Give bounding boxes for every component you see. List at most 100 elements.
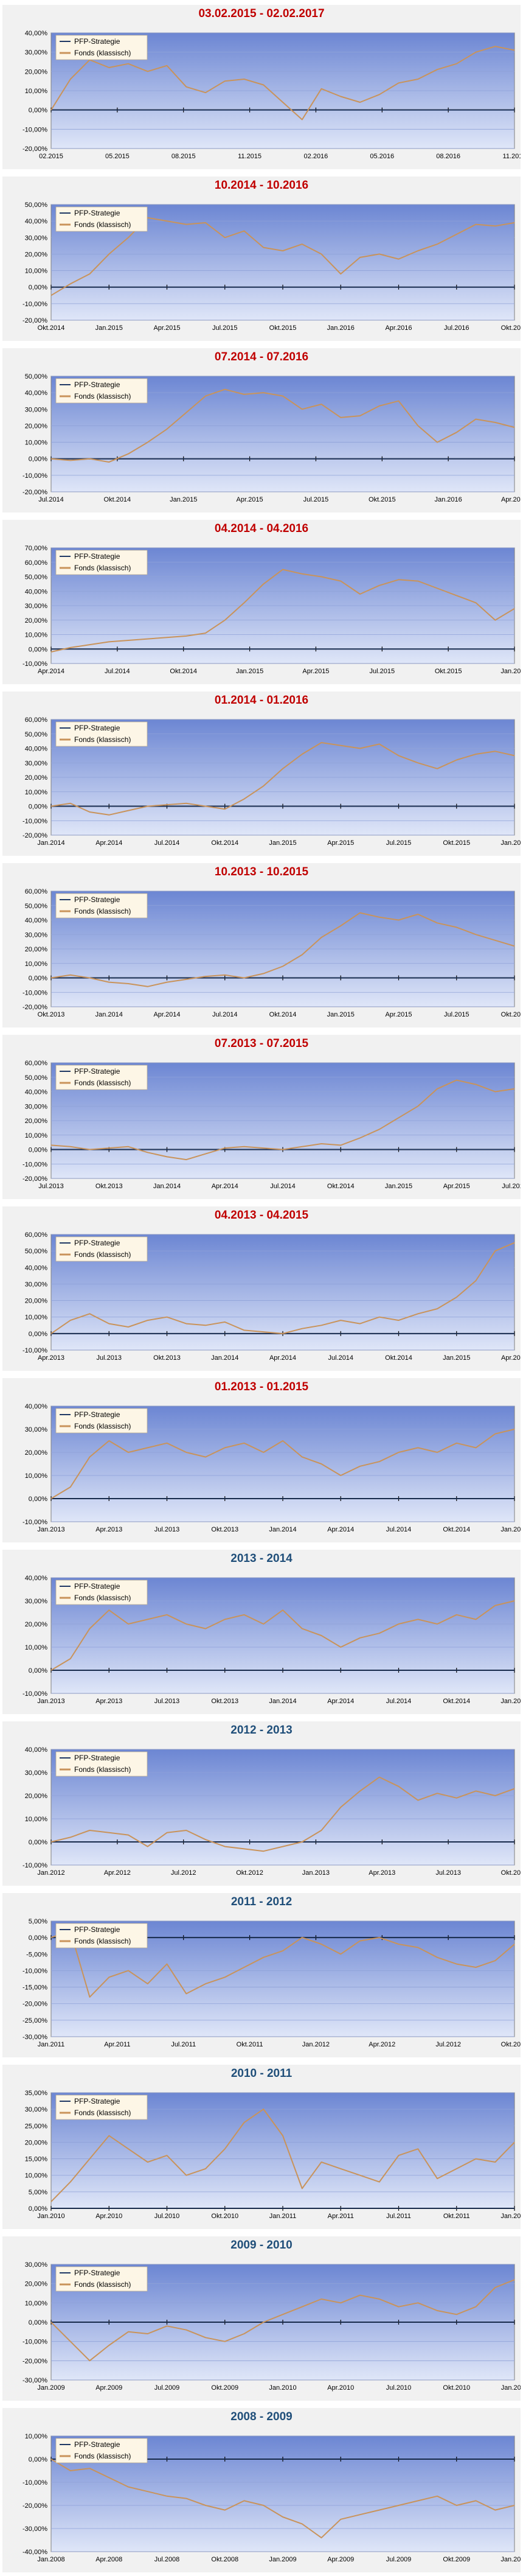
y-tick-label: -30,00% — [23, 2525, 47, 2533]
y-tick-label: 0,00% — [29, 2319, 47, 2326]
chart-panel: 2011 - 2012 -30,00% -25,00% -20,00% -15,00% -… — [2, 1893, 521, 2057]
legend-label-pfp: PFP-Strategie — [74, 1239, 120, 1247]
x-tick-label: Jan.2015 — [385, 1183, 412, 1190]
line-chart: -10,00% 0,00% 10,00% 20,00% 30,00% 40,00% Jan.… — [23, 1575, 521, 1705]
y-tick-label: 30,00% — [25, 1426, 48, 1433]
line-chart: -10,00% 0,00% 10,00% 20,00% 30,00% 40,00% Jan.… — [23, 1403, 521, 1533]
y-tick-label: -20,00% — [23, 145, 47, 153]
legend: PFP-Strategie Fonds (klassisch) — [55, 1580, 148, 1605]
y-tick-label: 10,00% — [25, 439, 48, 447]
x-tick-label: Okt.2015 — [435, 668, 462, 675]
x-tick-label: Apr.2011 — [104, 2041, 130, 2048]
x-tick-label: Okt.2015 — [501, 1011, 521, 1018]
x-tick-label: Okt.2013 — [211, 1698, 238, 1705]
chart-title: 2013 - 2014 — [230, 1552, 293, 1565]
chart-panel: 2008 - 2009 -40,00% -30,00% -20,00% -10,00% 0… — [2, 2408, 521, 2572]
chart-panel: 2012 - 2013 -10,00% 0,00% 10,00% 20,00% 30,00… — [2, 1721, 521, 1886]
chart-panel: 03.02.2015 - 02.02.2017 -20,00% -10,00% 0,0… — [2, 5, 521, 169]
chart-title: 2009 - 2010 — [230, 2239, 293, 2252]
x-tick-label: Jul.2013 — [154, 1526, 180, 1533]
x-tick-label: 02.2016 — [304, 153, 328, 160]
x-tick-label: Okt.2014 — [443, 1526, 470, 1533]
y-tick-label: 40,00% — [25, 218, 48, 225]
legend-label-fonds: Fonds (klassisch) — [74, 392, 131, 401]
x-tick-label: Jan.2015 — [95, 324, 123, 332]
y-tick-label: 30,00% — [25, 234, 48, 242]
y-tick-label: 50,00% — [25, 201, 48, 209]
line-chart: 0,00% 5,00% 10,00% 15,00% 20,00% 25,00% 30,00%… — [25, 2090, 521, 2220]
x-tick-label: Okt.2011 — [443, 2213, 470, 2220]
x-tick-label: Apr.2014 — [327, 1698, 354, 1705]
chart-panel: 04.2013 - 04.2015 -10,00% 0,00% 10,00% 20,00… — [2, 1206, 521, 1371]
legend: PFP-Strategie Fonds (klassisch) — [55, 2266, 148, 2292]
chart-title: 2011 - 2012 — [230, 1895, 293, 1908]
x-tick-label: Jul.2015 — [444, 1011, 469, 1018]
x-tick-label: Apr.2016 — [501, 496, 521, 503]
legend-box — [55, 206, 148, 232]
x-tick-label: Apr.2013 — [95, 1698, 122, 1705]
y-tick-label: -10,00% — [23, 1161, 47, 1168]
y-tick-label: -20,00% — [23, 2502, 47, 2510]
x-tick-label: Jul.2009 — [154, 2384, 180, 2392]
x-tick-label: Apr.2013 — [95, 1526, 122, 1533]
x-tick-label: Jan.2015 — [327, 1011, 355, 1018]
x-tick-label: Jul.2014 — [38, 496, 64, 503]
x-tick-label: Jan.2008 — [37, 2556, 64, 2563]
x-tick-label: Apr.2015 — [327, 839, 354, 847]
y-tick-label: -20,00% — [23, 489, 47, 496]
x-tick-label: Jul.2012 — [171, 1869, 196, 1877]
series-line-fonds — [50, 1776, 515, 1852]
x-tick-label: Okt.2014 — [104, 496, 131, 503]
legend: PFP-Strategie Fonds (klassisch) — [55, 35, 148, 60]
y-tick-label: 10,00% — [25, 2433, 48, 2440]
x-tick-label: Jan.2015 — [269, 839, 296, 847]
series-line-fonds — [50, 1930, 515, 1998]
line-chart: -10,00% 0,00% 10,00% 20,00% 30,00% 40,00% 50,0… — [23, 545, 521, 675]
x-tick-label: Apr.2014 — [38, 668, 64, 675]
y-tick-label: 0,00% — [29, 2205, 47, 2213]
y-tick-label: 0,00% — [29, 1839, 47, 1846]
chart-title: 04.2014 - 04.2016 — [214, 522, 309, 535]
x-tick-label: Okt.2011 — [237, 2041, 263, 2048]
line-chart: -20,00% -10,00% 0,00% 10,00% 20,00% 30,00% 40,… — [23, 716, 521, 847]
y-tick-label: 60,00% — [25, 716, 48, 724]
y-tick-label: 50,00% — [25, 1074, 48, 1082]
series-line-fonds — [50, 2109, 515, 2202]
x-tick-label: Jan.2016 — [500, 839, 521, 847]
y-tick-label: -40,00% — [23, 2549, 47, 2556]
x-tick-label: Jan.2014 — [153, 1183, 181, 1190]
x-tick-label: Jul.2015 — [369, 668, 395, 675]
chart-panel: 2010 - 2011 0,00% 5,00% 10,00% 15,00% 20,00% 2… — [2, 2065, 521, 2229]
x-tick-label: Jan.2009 — [37, 2384, 64, 2392]
y-tick-label: 25,00% — [25, 2123, 48, 2130]
y-tick-label: -15,00% — [23, 1984, 47, 1992]
legend-box — [55, 2095, 148, 2120]
y-tick-label: 30,00% — [25, 1103, 48, 1110]
y-tick-label: 0,00% — [29, 1496, 47, 1503]
legend: PFP-Strategie Fonds (klassisch) — [55, 378, 148, 404]
x-tick-label: Okt.2014 — [327, 1183, 355, 1190]
legend-label-fonds: Fonds (klassisch) — [74, 2280, 131, 2289]
y-tick-label: 50,00% — [25, 373, 48, 380]
y-tick-label: -20,00% — [23, 2357, 47, 2365]
legend: PFP-Strategie Fonds (klassisch) — [55, 550, 148, 575]
chart-title: 03.02.2015 - 02.02.2017 — [198, 7, 325, 20]
x-tick-label: Apr.2014 — [95, 839, 122, 847]
legend-label-pfp: PFP-Strategie — [74, 380, 120, 389]
y-tick-label: 40,00% — [25, 1403, 48, 1410]
chart-title: 04.2013 - 04.2015 — [214, 1209, 309, 1222]
chart-panel: 07.2014 - 07.2016 -20,00% -10,00% 0,00% 10,0… — [2, 348, 521, 513]
legend-box — [55, 893, 148, 919]
y-tick-label: 10,00% — [25, 2300, 48, 2307]
x-tick-label: Jul.2014 — [154, 839, 180, 847]
y-tick-label: -10,00% — [23, 817, 47, 825]
y-tick-label: 10,00% — [25, 789, 48, 796]
y-tick-label: 20,00% — [25, 1449, 48, 1457]
x-tick-label: Okt.2015 — [443, 839, 470, 847]
legend-label-pfp: PFP-Strategie — [74, 895, 120, 904]
x-tick-label: Jan.2011 — [269, 2213, 296, 2220]
x-tick-label: Okt.2009 — [443, 2556, 470, 2563]
line-chart: -10,00% 0,00% 10,00% 20,00% 30,00% 40,00% 50,0… — [23, 1231, 521, 1362]
series-line-fonds — [50, 1600, 515, 1671]
